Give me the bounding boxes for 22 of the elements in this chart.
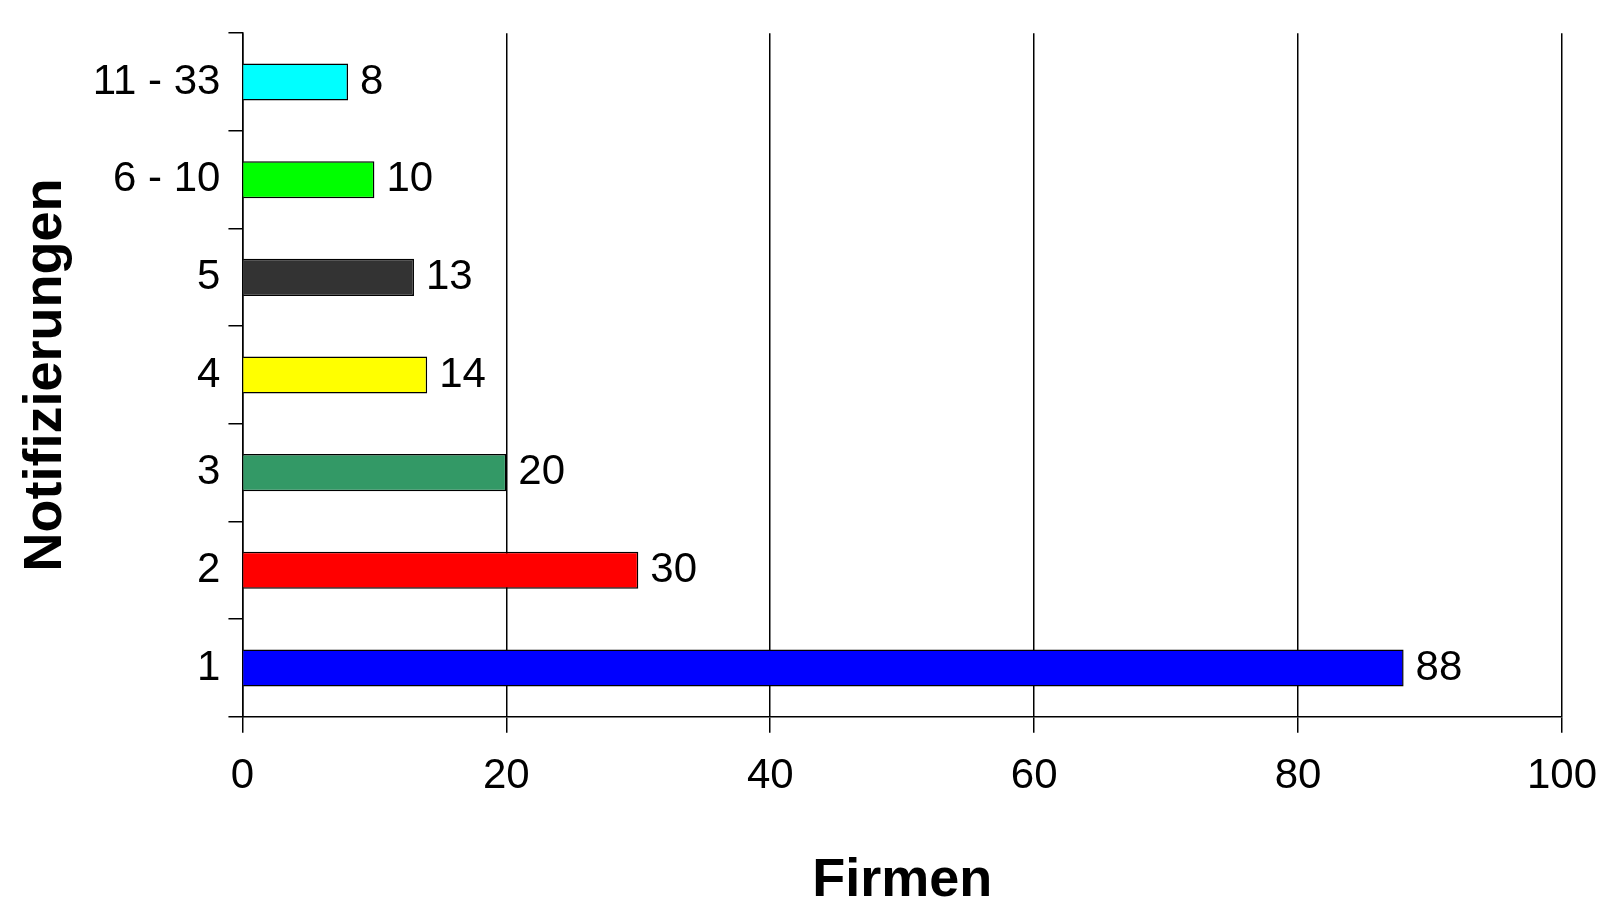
y-tick-label: 4: [197, 348, 221, 396]
x-tick-label: 40: [746, 749, 794, 797]
x-tick-label: 100: [1526, 749, 1597, 797]
x-axis-title: Firmen: [812, 847, 993, 908]
data-label: 88: [1415, 641, 1463, 689]
x-tick-label: 20: [482, 749, 530, 797]
y-tick-label: 3: [197, 446, 221, 494]
y-axis-title: Notifizierungen: [12, 178, 73, 572]
data-label: 10: [386, 153, 434, 201]
x-tick-label: 60: [1010, 749, 1058, 797]
y-tick-label: 6 - 10: [113, 153, 221, 201]
data-label: 13: [425, 250, 473, 298]
data-label: 8: [360, 55, 384, 103]
x-tick-label: 0: [230, 749, 255, 797]
y-tick-label: 1: [197, 641, 221, 689]
x-tick-label: 80: [1274, 749, 1322, 797]
data-label: 20: [518, 446, 566, 494]
y-tick-label: 2: [197, 543, 221, 591]
y-tick-label: 11 - 33: [92, 55, 221, 103]
data-label: 14: [439, 348, 486, 396]
y-tick-label: 5: [197, 250, 221, 298]
data-label: 30: [650, 543, 698, 591]
